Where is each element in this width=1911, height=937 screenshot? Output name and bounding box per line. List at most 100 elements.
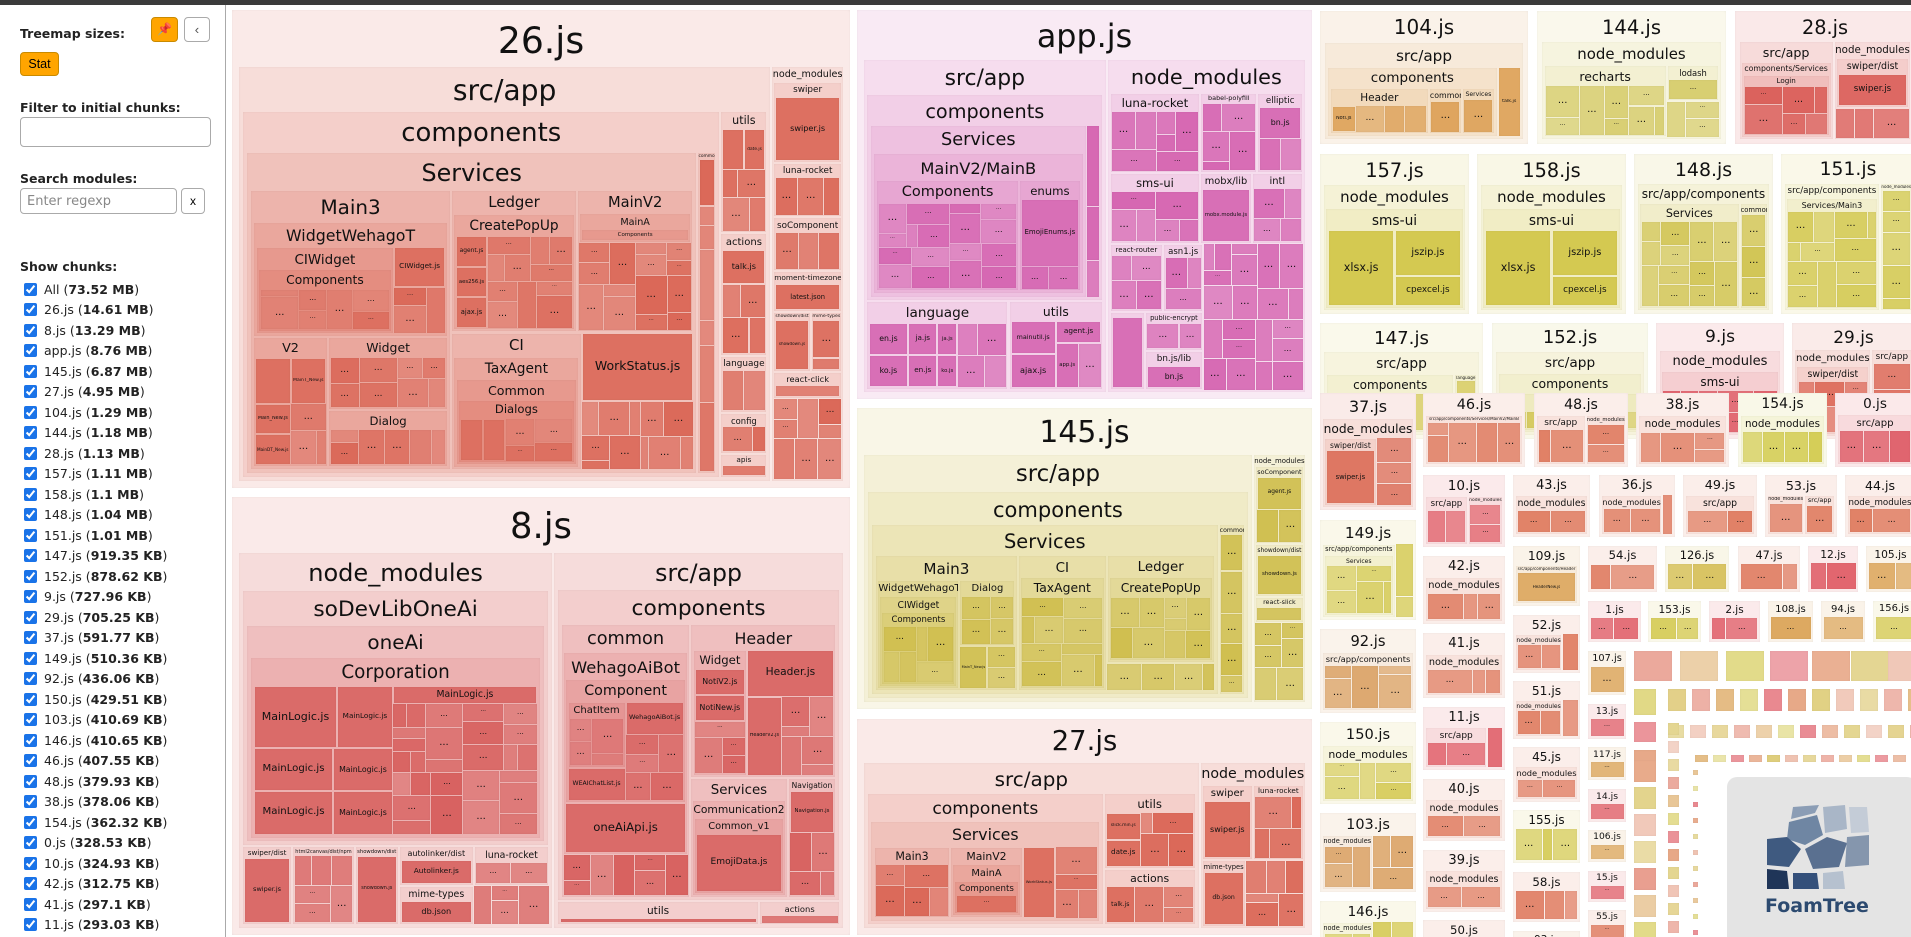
module[interactable]: ... <box>1550 510 1586 533</box>
chunk-item[interactable]: 26.js (14.61 MB) <box>20 300 167 321</box>
chunk-item[interactable]: 37.js (591.77 KB) <box>20 628 167 649</box>
small-chunk[interactable] <box>1734 725 1750 738</box>
module[interactable]: ... <box>1221 676 1243 693</box>
small-chunk[interactable] <box>1893 755 1906 762</box>
module[interactable]: ... <box>299 289 327 311</box>
module[interactable]: ... <box>1165 258 1187 288</box>
chunk-checkbox[interactable] <box>24 385 37 399</box>
module[interactable]: ... <box>294 885 330 903</box>
module[interactable] <box>1405 106 1427 132</box>
module[interactable]: ... <box>1839 431 1864 463</box>
module[interactable]: ... <box>981 267 1017 289</box>
small-chunk[interactable] <box>1692 689 1710 711</box>
module[interactable] <box>699 225 714 249</box>
small-chunk[interactable] <box>1803 755 1816 762</box>
small-chunk[interactable] <box>1634 814 1656 836</box>
module[interactable]: ... <box>1257 244 1280 288</box>
chunk-item[interactable]: 42.js (312.75 KB) <box>20 874 167 895</box>
chunk-item[interactable]: 154.js (362.32 KB) <box>20 812 167 833</box>
module[interactable] <box>824 178 840 215</box>
module[interactable] <box>474 886 491 925</box>
module[interactable]: ... <box>1517 510 1550 533</box>
module[interactable] <box>1384 106 1405 132</box>
module[interactable]: cpexcel.js <box>1552 276 1618 306</box>
module[interactable]: ... <box>1806 506 1833 533</box>
module[interactable]: ... <box>1590 803 1624 820</box>
module[interactable] <box>483 419 505 461</box>
module[interactable]: swiper.js <box>245 859 290 922</box>
module[interactable]: ... <box>476 862 510 884</box>
module[interactable] <box>1164 630 1186 659</box>
module[interactable]: ... <box>291 404 326 431</box>
module[interactable] <box>426 287 445 334</box>
small-chunk[interactable] <box>1836 689 1854 711</box>
module[interactable]: ... <box>1257 288 1289 319</box>
module[interactable]: ... <box>1661 245 1690 265</box>
module[interactable]: ... <box>1742 215 1766 246</box>
chunk-item[interactable]: 103.js (410.69 KB) <box>20 710 167 731</box>
module[interactable]: ... <box>535 419 573 443</box>
module[interactable]: ... <box>667 261 691 276</box>
module[interactable]: ... <box>330 357 359 383</box>
chunk-checkbox[interactable] <box>24 918 37 932</box>
module[interactable]: ... <box>327 289 352 329</box>
module[interactable]: ... <box>1223 340 1255 358</box>
module[interactable] <box>723 129 743 169</box>
module[interactable]: talk.js <box>1498 67 1520 136</box>
small-chunk[interactable] <box>1668 777 1679 789</box>
module[interactable]: ... <box>579 262 610 284</box>
module[interactable]: EmojiData.js <box>697 835 781 891</box>
module[interactable]: Navigation.js <box>790 792 834 832</box>
module[interactable]: ... <box>1613 617 1639 640</box>
module[interactable] <box>744 370 765 411</box>
module[interactable] <box>1257 510 1279 542</box>
module[interactable]: ... <box>1141 834 1169 867</box>
module[interactable]: ... <box>1611 564 1655 590</box>
module[interactable] <box>1324 666 1351 679</box>
module[interactable]: ... <box>635 276 667 315</box>
chunk-item[interactable]: 8.js (13.29 MB) <box>20 320 167 341</box>
module[interactable]: ... <box>425 727 463 759</box>
module[interactable] <box>1711 617 1726 640</box>
module[interactable]: ... <box>818 399 842 425</box>
module[interactable] <box>487 255 504 281</box>
chunk-checkbox[interactable] <box>24 364 37 378</box>
chunk-checkbox[interactable] <box>24 856 37 870</box>
module[interactable]: MainLogic.js <box>334 749 392 791</box>
module[interactable]: slick.min.js <box>1106 813 1140 839</box>
module[interactable]: ... <box>1498 423 1521 463</box>
module[interactable]: ... <box>1062 655 1094 687</box>
module[interactable]: ... <box>1631 508 1660 533</box>
module[interactable]: ... <box>504 255 530 281</box>
chunk-checkbox[interactable] <box>24 713 37 727</box>
module[interactable] <box>582 460 609 470</box>
module[interactable]: ... <box>1022 597 1063 617</box>
module[interactable]: ... <box>918 224 950 248</box>
module[interactable] <box>957 323 977 355</box>
module[interactable]: cpexcel.js <box>1395 276 1461 306</box>
module[interactable]: ... <box>1221 535 1243 571</box>
module[interactable]: en.js <box>869 324 908 355</box>
module[interactable]: ... <box>1281 623 1304 639</box>
module[interactable]: ko.js <box>869 356 908 387</box>
module[interactable]: ... <box>330 885 353 923</box>
module[interactable]: agent.js <box>456 237 487 266</box>
module[interactable] <box>1352 933 1371 937</box>
small-chunk[interactable] <box>1668 813 1679 825</box>
module[interactable]: ... <box>1550 430 1583 463</box>
module[interactable] <box>592 753 624 766</box>
module[interactable] <box>801 765 834 776</box>
module[interactable] <box>1246 860 1267 894</box>
module[interactable]: WehagoAiBot.js <box>626 702 683 734</box>
module[interactable]: ... <box>1604 86 1628 118</box>
module[interactable]: ... <box>1788 211 1813 242</box>
module[interactable]: ... <box>904 887 930 916</box>
module[interactable] <box>1202 663 1215 691</box>
module[interactable]: NotiNew.js <box>695 695 745 721</box>
module[interactable]: ... <box>818 438 842 480</box>
module[interactable]: ... <box>1463 815 1501 837</box>
chunk-checkbox[interactable] <box>24 569 37 583</box>
module[interactable]: ... <box>505 446 535 461</box>
module[interactable] <box>819 232 840 269</box>
module[interactable]: MainLogic.js <box>254 792 333 834</box>
